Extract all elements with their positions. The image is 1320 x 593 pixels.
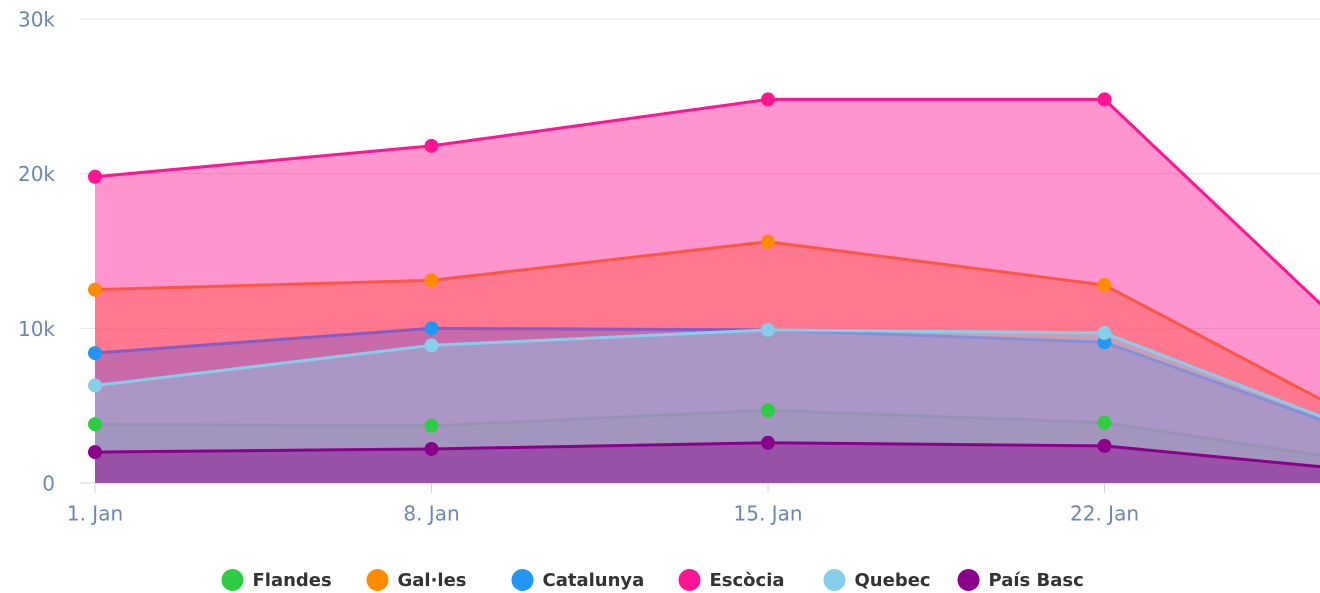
legend-symbol <box>366 569 389 591</box>
marker <box>761 435 775 450</box>
marker <box>1097 325 1112 340</box>
x-tick-label: 1. Jan <box>67 502 123 526</box>
y-tick-label: 30k <box>18 8 55 32</box>
marker <box>88 169 102 184</box>
marker <box>424 441 439 456</box>
marker <box>1097 278 1112 293</box>
area <box>95 410 1320 483</box>
legend-symbol <box>221 569 244 591</box>
marker <box>88 445 102 460</box>
marker <box>761 403 775 418</box>
marker <box>424 418 439 433</box>
legend-label: Flandes <box>253 570 332 591</box>
legend-label: Gal·les <box>398 570 467 591</box>
legend-label: Escòcia <box>710 570 785 591</box>
marker <box>88 417 102 432</box>
y-tick-label: 10k <box>18 317 55 341</box>
marker <box>761 322 775 337</box>
legend-label: Quebec <box>855 570 931 591</box>
marker <box>761 92 775 107</box>
marker <box>1097 415 1112 430</box>
marker <box>424 338 439 353</box>
legend-label: Catalunya <box>543 570 645 591</box>
marker <box>424 321 439 336</box>
y-tick-label: 0 <box>42 472 55 496</box>
marker <box>1097 92 1112 107</box>
legend-symbol <box>511 569 534 591</box>
x-tick-label: 8. Jan <box>403 502 459 526</box>
marker <box>424 138 439 153</box>
marker <box>424 273 439 288</box>
area <box>95 99 1320 483</box>
marker <box>761 234 775 249</box>
x-tick-label: 15. Jan <box>734 502 803 526</box>
marker <box>88 282 102 297</box>
marker <box>88 346 102 361</box>
area <box>95 442 1320 483</box>
legend-symbol <box>823 569 846 591</box>
legend-symbol <box>957 569 980 591</box>
legend-symbol <box>678 569 701 591</box>
x-tick-label: 22. Jan <box>1070 502 1139 526</box>
y-tick-label: 20k <box>18 162 55 186</box>
marker <box>88 378 102 393</box>
marker <box>1097 438 1112 453</box>
legend-label: País Basc <box>989 570 1084 591</box>
area <box>95 241 1320 483</box>
